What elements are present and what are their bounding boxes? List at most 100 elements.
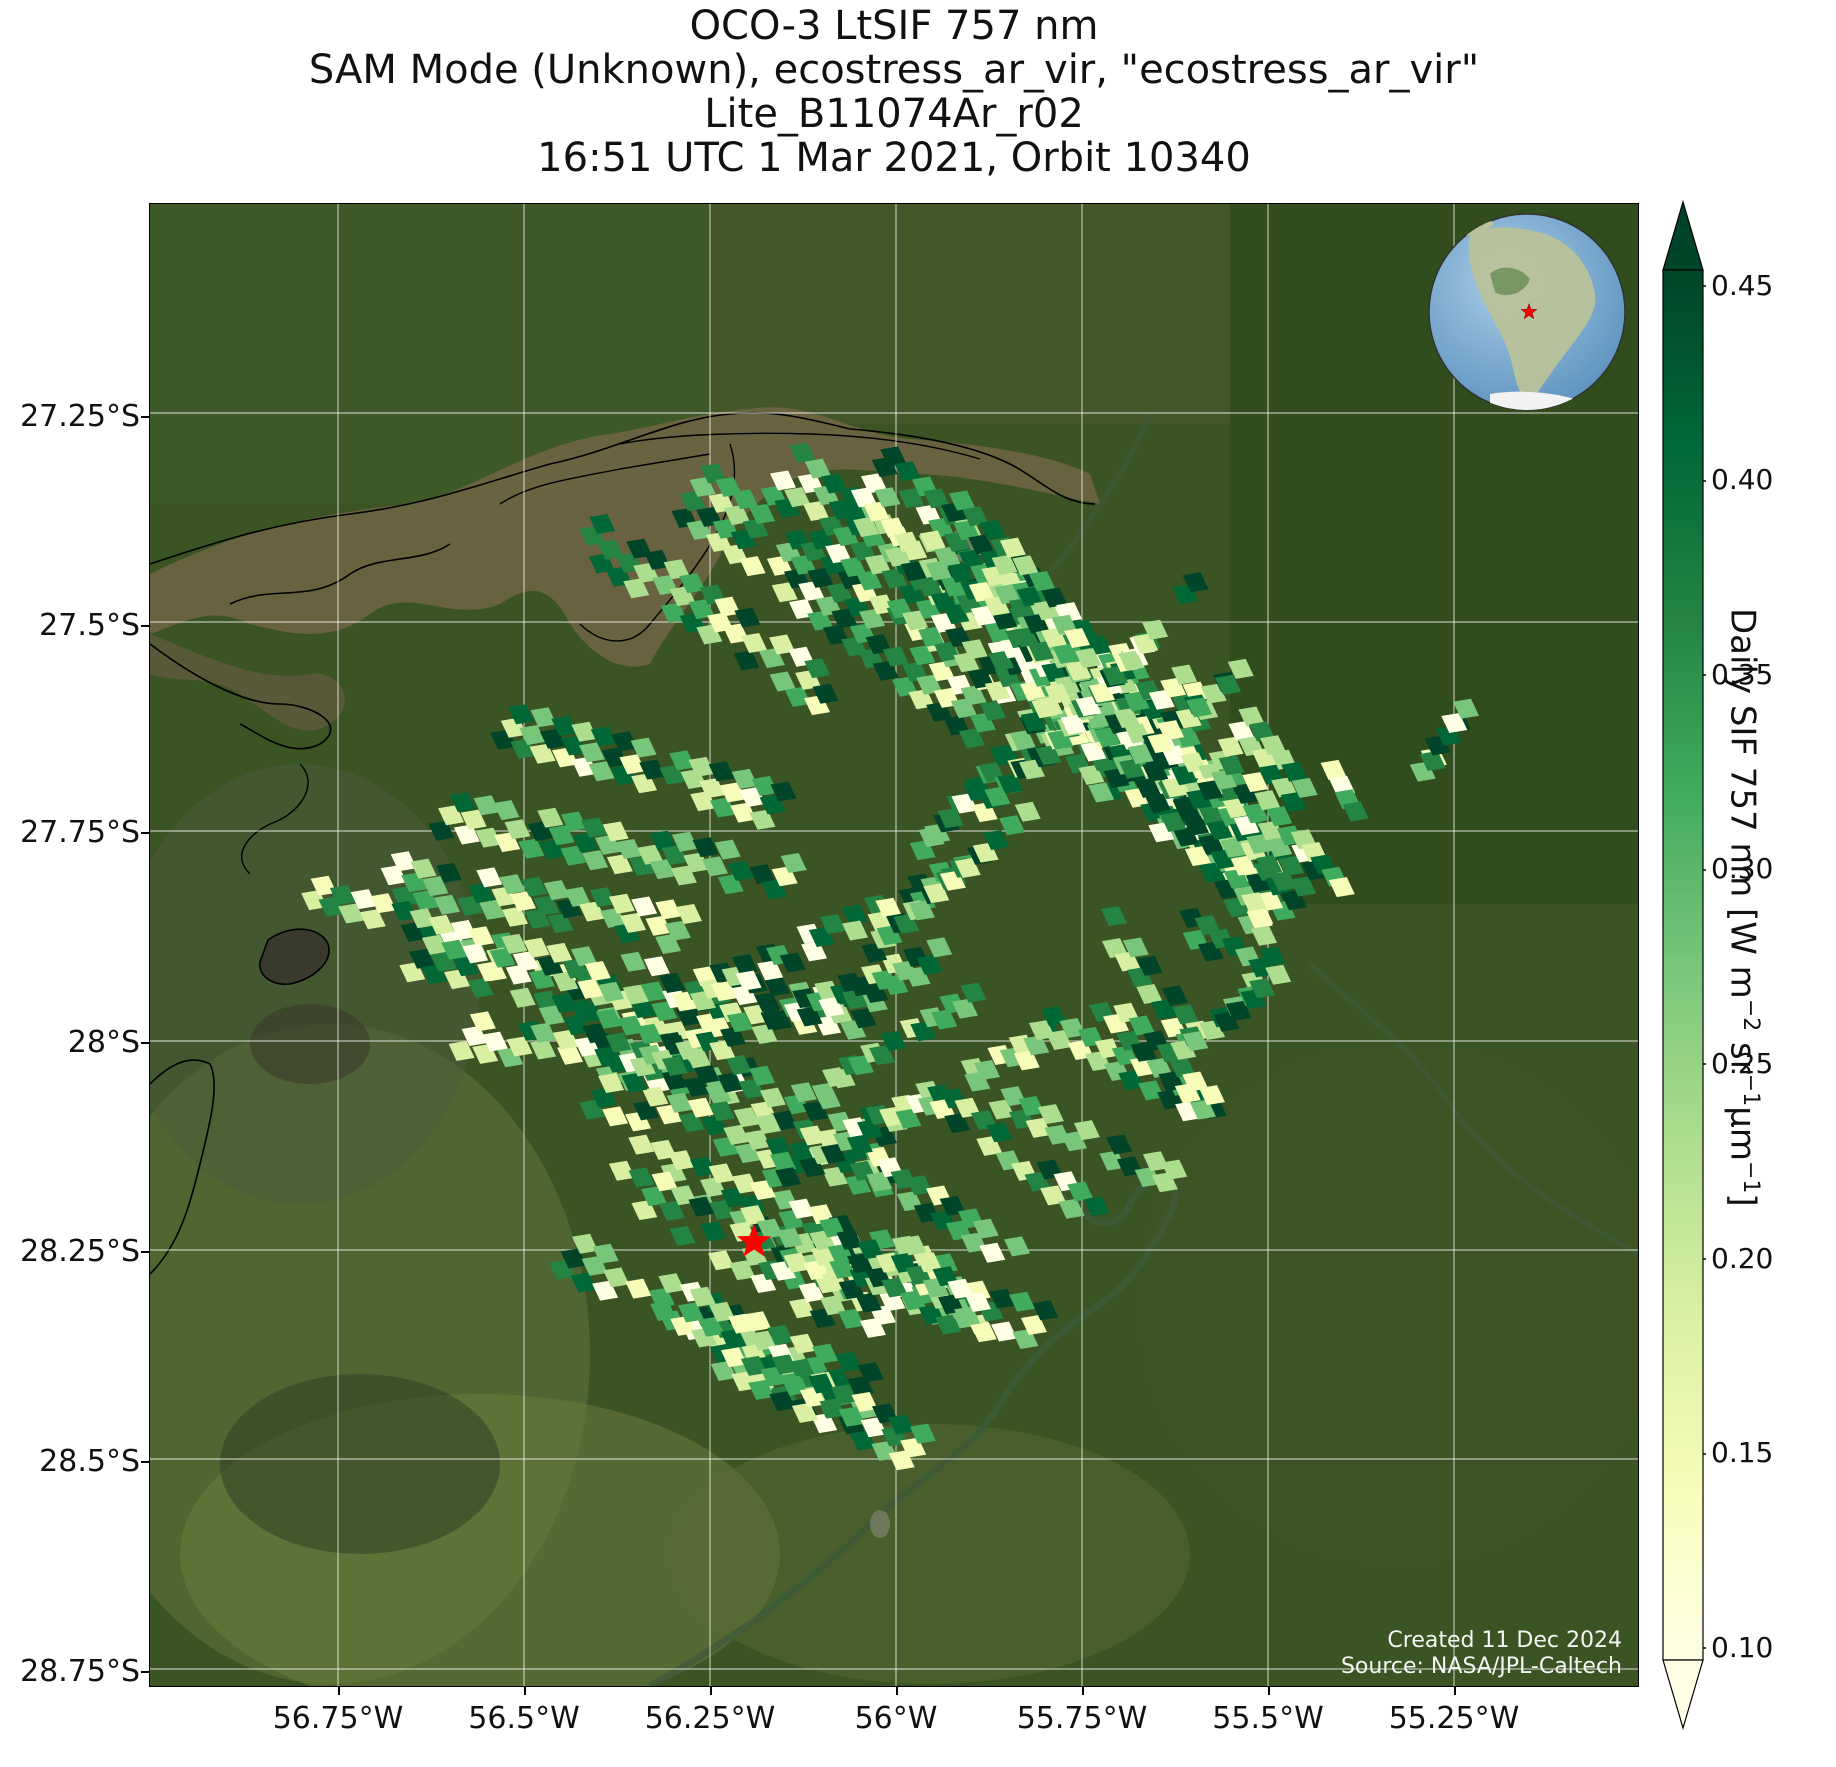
lon-tick-mark	[1082, 1686, 1084, 1695]
sif-footprint	[769, 671, 796, 692]
sif-footprint	[678, 1302, 704, 1323]
sif-footprint	[501, 933, 528, 954]
sif-footprint	[1035, 745, 1062, 766]
sif-footprint	[637, 844, 664, 865]
sif-footprint	[1182, 572, 1209, 593]
sif-footprint	[842, 920, 869, 941]
sif-footprint	[659, 973, 686, 993]
sif-footprint	[1328, 877, 1355, 898]
sif-footprint	[749, 809, 776, 830]
sif-footprint	[676, 904, 702, 924]
sif-footprint	[855, 1292, 882, 1313]
sif-footprint	[979, 1242, 1006, 1263]
sif-footprint	[789, 1298, 815, 1319]
sif-footprint	[1009, 1291, 1036, 1312]
sif-footprint	[643, 956, 670, 977]
sif-footprint	[861, 473, 887, 494]
sif-footprint	[688, 1196, 715, 1217]
target-star-icon	[736, 1224, 772, 1257]
sif-footprint	[639, 759, 666, 780]
sif-footprint	[801, 941, 828, 962]
sif-footprint	[974, 1060, 1000, 1080]
sif-footprint	[735, 970, 762, 991]
sif-footprint	[790, 1082, 817, 1103]
colorbar-gradient	[1662, 269, 1704, 1661]
sif-footprint	[1102, 938, 1128, 959]
sif-footprint	[589, 514, 616, 534]
graticule	[150, 204, 1638, 1686]
lat-tick-mark	[141, 1671, 150, 1673]
lat-tick-mark	[141, 625, 150, 627]
lon-tick-mark	[710, 1686, 712, 1695]
sif-footprint	[422, 876, 449, 897]
sif-footprint	[449, 792, 476, 813]
sif-footprint	[570, 999, 597, 1020]
sif-footprint	[789, 1141, 816, 1162]
sif-footprint	[473, 795, 500, 816]
sif-footprint	[699, 778, 725, 799]
sif-footprint	[900, 561, 927, 582]
sif-footprint	[779, 952, 806, 973]
sif-footprint	[469, 1011, 496, 1032]
sif-footprint	[625, 1278, 652, 1299]
sif-footprint	[1119, 758, 1145, 779]
sif-footprint	[731, 768, 758, 789]
sif-footprint	[906, 1175, 933, 1196]
sif-footprint	[1254, 790, 1281, 811]
sif-footprint	[359, 909, 386, 930]
uruguay-river	[648, 1175, 1179, 1686]
sif-footprint	[693, 1063, 720, 1084]
sif-footprint	[789, 1333, 816, 1354]
sif-footprint	[714, 839, 741, 860]
sif-footprint	[1257, 820, 1284, 841]
sif-footprint	[845, 1174, 872, 1195]
sif-footprint	[630, 737, 657, 758]
sif-footprint	[991, 554, 1018, 575]
sif-footprint	[902, 610, 929, 631]
sif-footprint	[390, 851, 417, 872]
sif-footprint	[939, 1195, 966, 1216]
sif-footprint	[851, 1392, 878, 1412]
sif-footprint	[1220, 837, 1247, 858]
sif-footprint	[777, 1227, 803, 1248]
sif-footprint	[592, 1243, 619, 1264]
sif-footprint	[742, 518, 769, 539]
colorbar-label-main: Daily SIF 757 nm [W m	[1722, 608, 1763, 999]
lon-tick-mark	[1268, 1686, 1270, 1695]
sif-footprint	[1215, 674, 1241, 695]
sif-footprint	[1064, 628, 1091, 648]
sif-footprint	[708, 1163, 735, 1184]
sif-footprint	[1227, 658, 1254, 679]
lon-tick-label: 56.75°W	[272, 1701, 404, 1736]
sif-footprint	[916, 954, 943, 975]
sif-footprint	[700, 1221, 727, 1242]
sif-footprint	[523, 937, 550, 958]
sif-footprint	[1013, 1050, 1040, 1071]
sif-footprint	[502, 906, 528, 927]
sif-footprint	[1256, 855, 1283, 875]
sif-footprint	[764, 976, 791, 997]
lat-tick-mark	[141, 1042, 150, 1044]
sif-footprint	[1217, 736, 1244, 757]
sif-footprint	[685, 1048, 711, 1069]
sif-footprint	[644, 549, 671, 570]
sif-footprint	[820, 1143, 847, 1164]
sif-footprint	[983, 830, 1010, 850]
sif-footprint	[784, 487, 811, 508]
sif-footprint	[725, 1055, 752, 1075]
colorbar-tick: 0.40	[1711, 463, 1774, 496]
sif-footprint	[659, 1200, 685, 1221]
sif-footprint	[1118, 650, 1145, 671]
sif-footprint	[733, 1107, 760, 1128]
sif-footprint	[493, 800, 520, 821]
sif-footprint	[944, 1113, 971, 1134]
sif-footprint	[960, 685, 987, 706]
sif-footprint	[1241, 892, 1268, 913]
sif-footprint	[537, 807, 564, 828]
sif-footprint	[1028, 641, 1054, 662]
colorbar-tick: 0.45	[1711, 269, 1774, 302]
sif-footprint	[732, 489, 759, 510]
sif-footprint	[1186, 697, 1213, 718]
lat-tick-label: 27.75°S	[20, 815, 140, 850]
sif-footprint	[838, 1406, 865, 1427]
